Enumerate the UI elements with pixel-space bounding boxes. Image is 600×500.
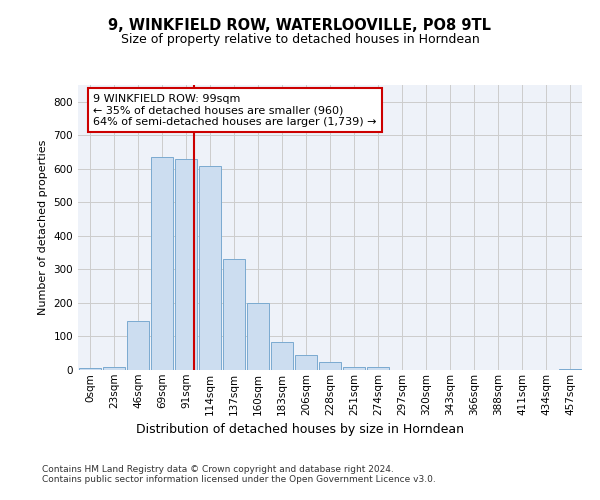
Bar xyxy=(367,367,389,370)
Bar xyxy=(223,260,245,370)
Text: 9 WINKFIELD ROW: 99sqm
← 35% of detached houses are smaller (960)
64% of semi-de: 9 WINKFIELD ROW: 99sqm ← 35% of detached… xyxy=(93,94,377,126)
Y-axis label: Number of detached properties: Number of detached properties xyxy=(38,140,48,315)
Bar xyxy=(79,368,101,370)
Bar xyxy=(175,159,197,370)
Text: Distribution of detached houses by size in Horndean: Distribution of detached houses by size … xyxy=(136,422,464,436)
Bar xyxy=(151,157,173,370)
Bar xyxy=(247,303,269,370)
Bar xyxy=(295,355,317,370)
Bar xyxy=(103,366,125,370)
Text: Contains HM Land Registry data © Crown copyright and database right 2024.
Contai: Contains HM Land Registry data © Crown c… xyxy=(42,465,436,484)
Bar xyxy=(319,362,341,370)
Bar xyxy=(199,166,221,370)
Text: 9, WINKFIELD ROW, WATERLOOVILLE, PO8 9TL: 9, WINKFIELD ROW, WATERLOOVILLE, PO8 9TL xyxy=(109,18,491,32)
Text: Size of property relative to detached houses in Horndean: Size of property relative to detached ho… xyxy=(121,32,479,46)
Bar xyxy=(271,342,293,370)
Bar xyxy=(559,369,581,370)
Bar xyxy=(127,322,149,370)
Bar xyxy=(343,366,365,370)
